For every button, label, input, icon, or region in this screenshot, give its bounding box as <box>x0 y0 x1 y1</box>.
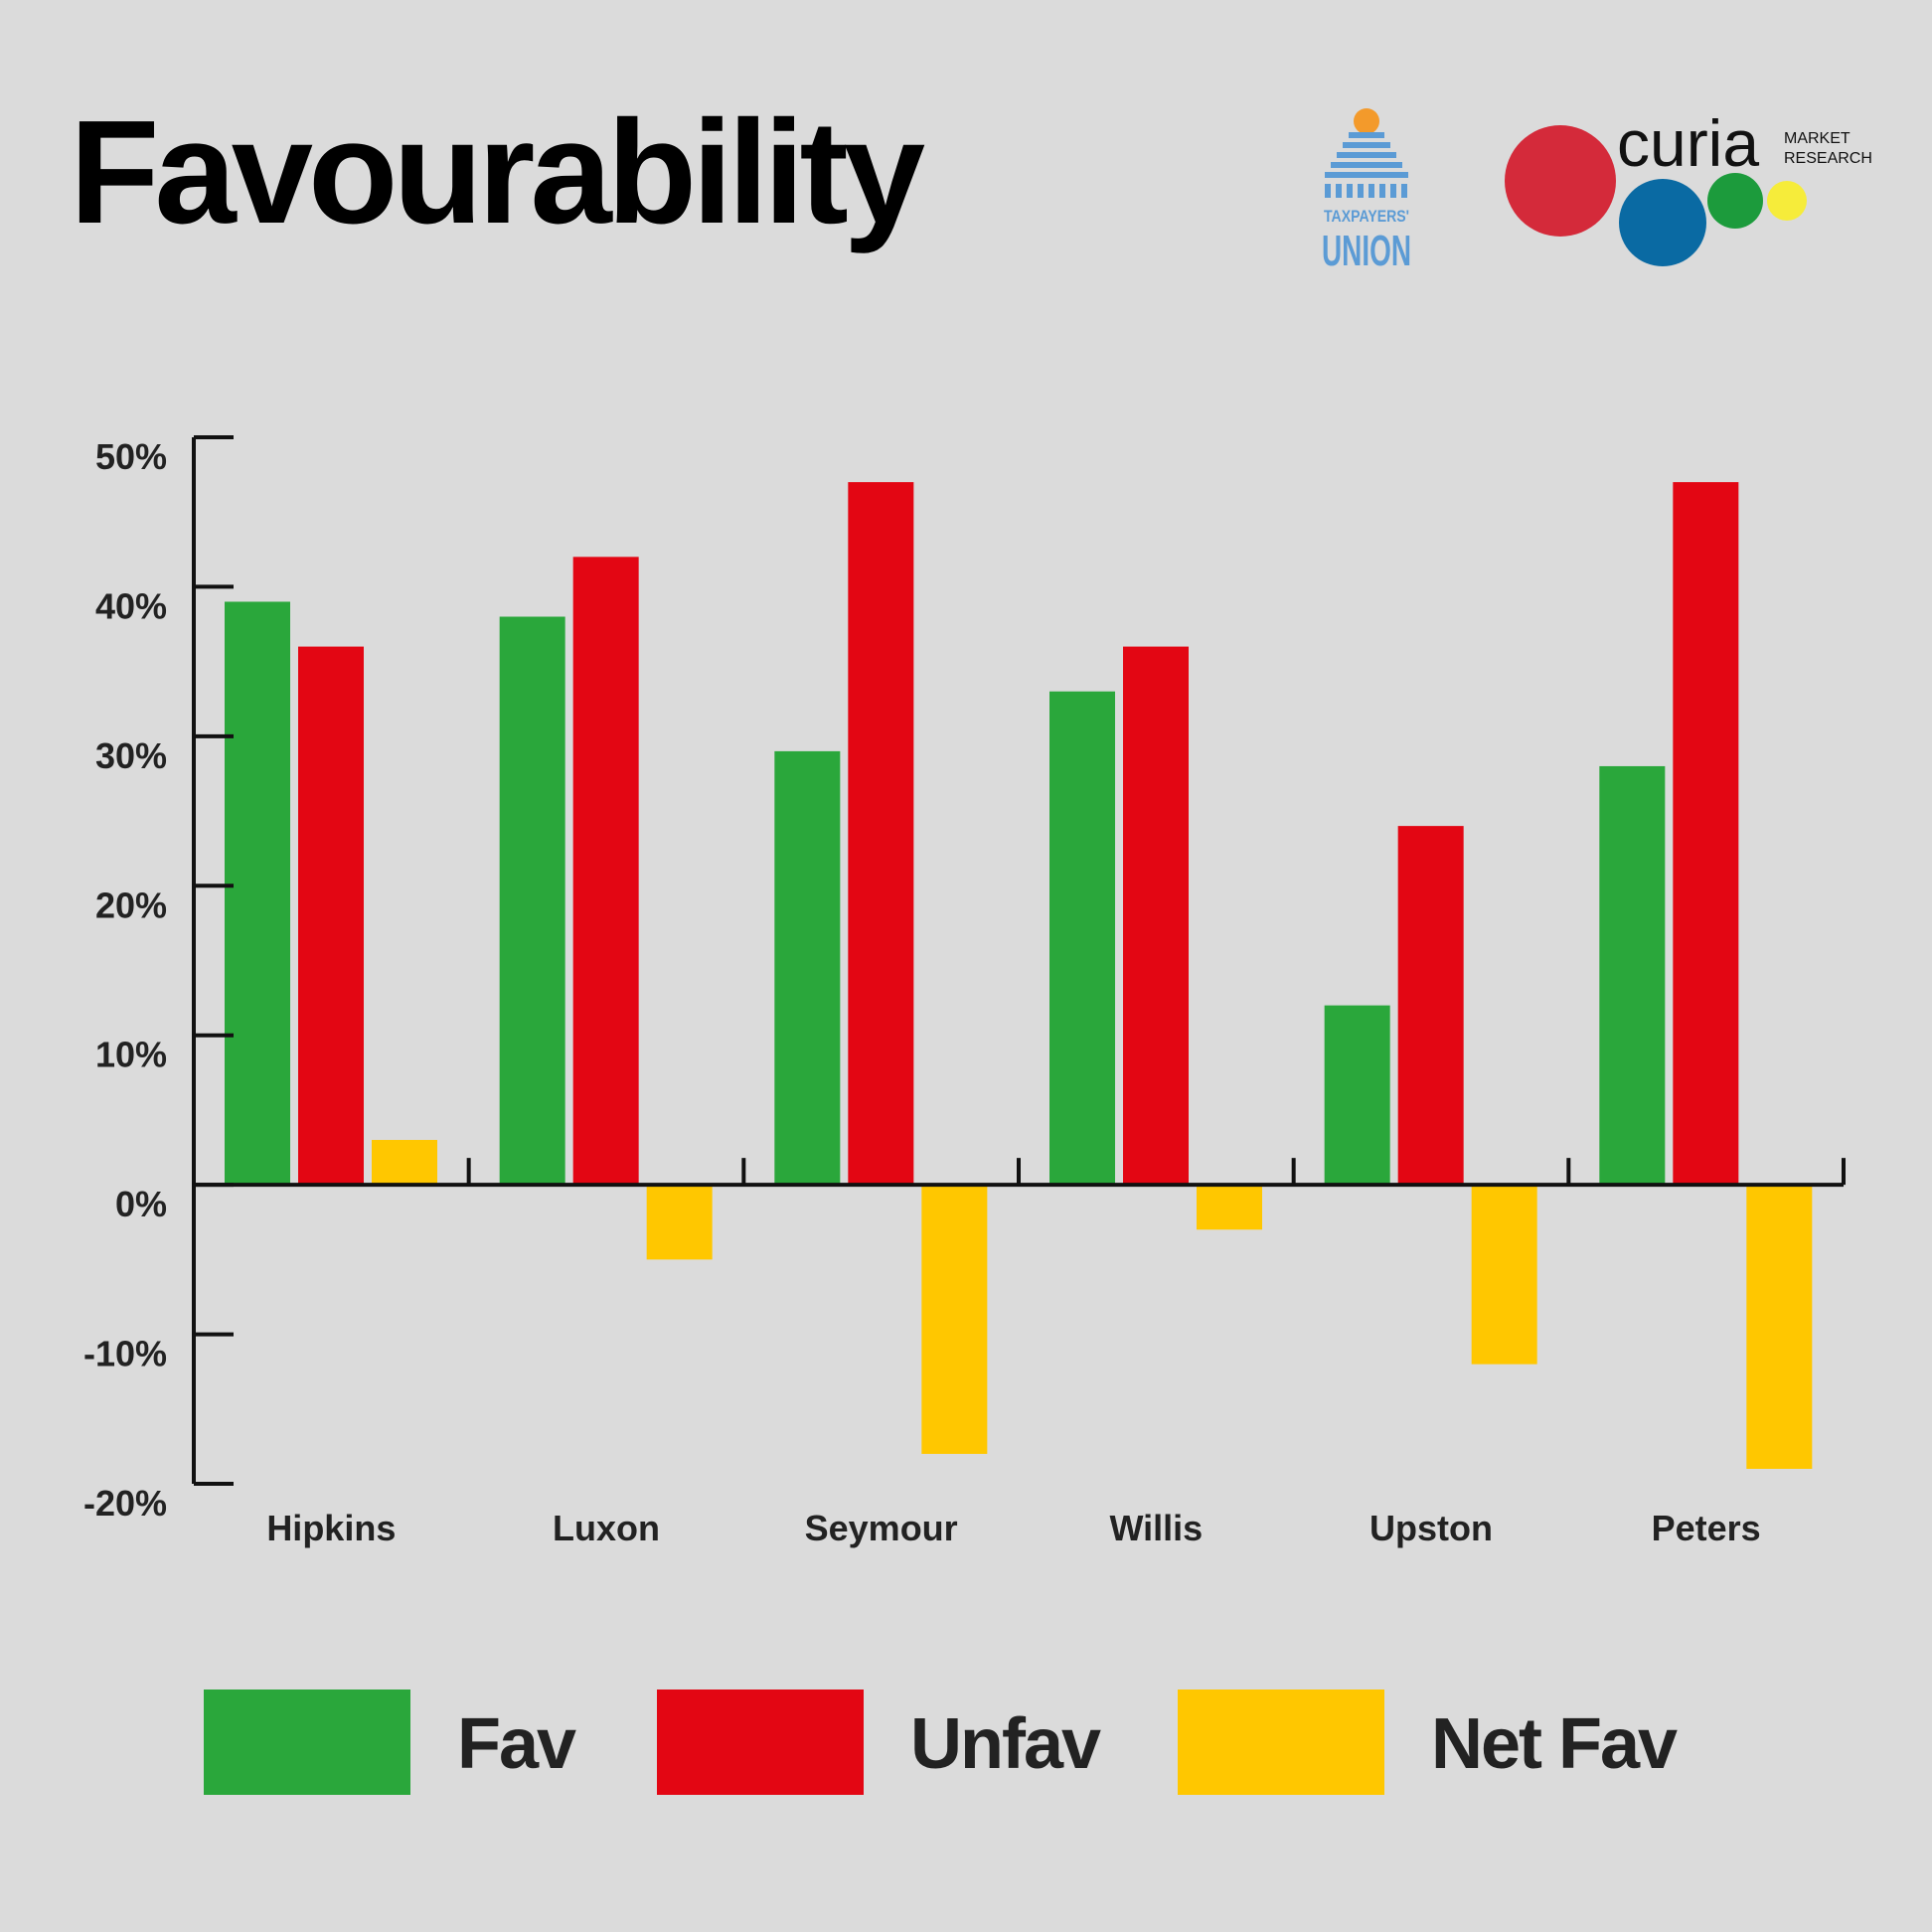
logo-text-line2: UNION <box>1322 227 1411 273</box>
curia-red-dot-icon <box>1505 125 1616 237</box>
curia-line1: MARKET <box>1784 130 1851 147</box>
bar-willis-net-fav <box>1197 1185 1262 1230</box>
bar-seymour-net-fav <box>921 1185 988 1454</box>
y-tick-label: 0% <box>115 1184 167 1224</box>
curia-green-dot-icon <box>1707 173 1763 229</box>
curia-name: curia <box>1617 109 1759 180</box>
x-tick-label: Willis <box>1109 1508 1203 1548</box>
bar-peters-fav <box>1599 765 1666 1186</box>
y-tick-label: -20% <box>83 1483 167 1524</box>
y-tick-label: 40% <box>95 585 167 626</box>
y-tick-label: 50% <box>95 436 167 477</box>
bar-peters-net-fav <box>1746 1185 1813 1469</box>
bar-seymour-unfav <box>848 482 914 1186</box>
curia-blue-dot-icon <box>1619 179 1706 266</box>
x-tick-label: Seymour <box>805 1508 958 1548</box>
bar-willis-unfav <box>1123 646 1189 1186</box>
x-tick-label: Upston <box>1369 1508 1493 1548</box>
x-tick-label: Hipkins <box>266 1508 396 1548</box>
bar-hipkins-unfav <box>298 646 364 1186</box>
bar-upston-net-fav <box>1471 1185 1537 1365</box>
bar-upston-unfav <box>1397 826 1464 1186</box>
curia-line2: RESEARCH <box>1784 150 1872 167</box>
bar-luxon-net-fav <box>646 1185 713 1260</box>
x-tick-label: Luxon <box>553 1508 660 1548</box>
y-tick-label: -10% <box>83 1334 167 1374</box>
y-tick-label: 10% <box>95 1035 167 1075</box>
bar-luxon-unfav <box>572 557 639 1186</box>
curia-yellow-dot-icon <box>1767 181 1807 221</box>
bar-seymour-fav <box>774 750 841 1186</box>
bar-peters-unfav <box>1673 482 1739 1186</box>
legend-swatch <box>1178 1690 1384 1795</box>
curia-logo: curia MARKET RESEARCH <box>1505 109 1872 266</box>
bar-willis-fav <box>1049 691 1115 1186</box>
legend-label: Unfav <box>910 1704 1101 1784</box>
y-tick-label: 20% <box>95 885 167 925</box>
legend-label: Fav <box>457 1704 576 1784</box>
bar-luxon-fav <box>499 616 565 1186</box>
logo-text-line1: TAXPAYERS' <box>1324 207 1409 226</box>
page-title: Favourability <box>70 90 925 254</box>
bar-hipkins-net-fav <box>372 1140 437 1186</box>
legend-swatch <box>657 1690 864 1795</box>
bar-hipkins-fav <box>225 601 290 1186</box>
taxpayers-union-logo: TAXPAYERS' UNION <box>1322 108 1411 273</box>
logo-dome-icon <box>1354 108 1379 134</box>
legend-swatch <box>204 1690 410 1795</box>
bar-upston-fav <box>1324 1005 1390 1186</box>
y-tick-label: 30% <box>95 735 167 776</box>
legend-label: Net Fav <box>1431 1704 1678 1784</box>
x-tick-label: Peters <box>1652 1508 1761 1548</box>
